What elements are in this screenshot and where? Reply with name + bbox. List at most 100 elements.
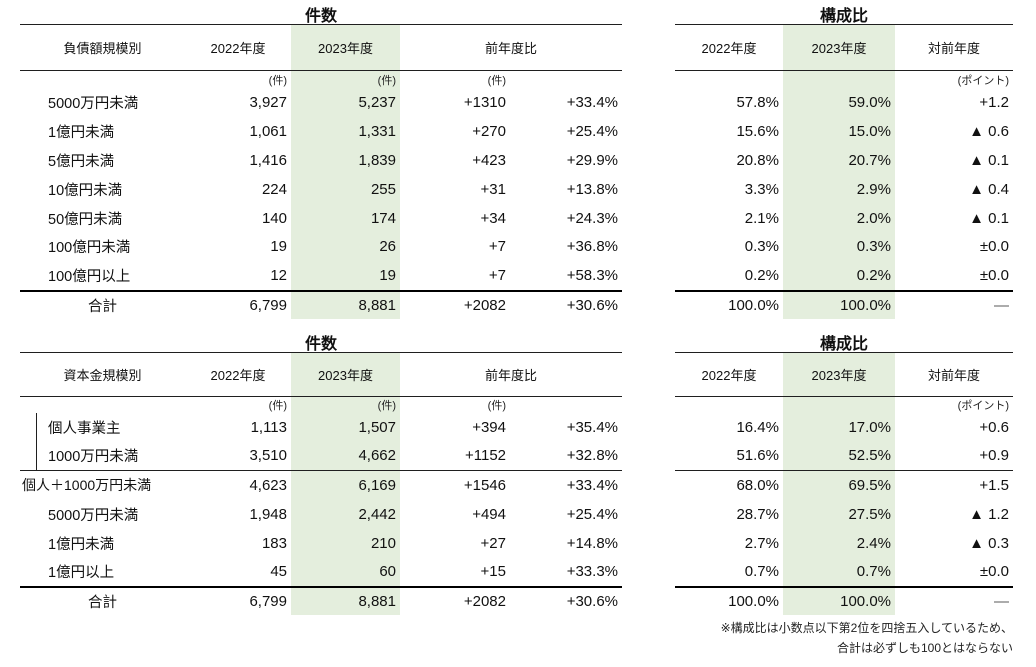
value-pct: +30.6% (510, 290, 622, 319)
capital-counts-table: 資本金規模別 2022年度 2023年度 前年度比 (件) (件) (件) 個人事業主 1,11… (20, 352, 622, 616)
unit-spacer (783, 397, 895, 413)
value-2023: 210 (291, 528, 400, 558)
value-2022: 1,948 (249, 505, 287, 523)
value-2023: 17.0% (783, 413, 895, 442)
value-delta: ±0.0 (979, 267, 1009, 285)
value-2023: 100.0% (783, 586, 895, 616)
row-label: 個人＋1000万円未満 (22, 477, 152, 494)
value-2022: 224 (261, 180, 287, 198)
value-2022: 6,799 (185, 586, 291, 615)
value-2023: 174 (291, 203, 400, 233)
unit-spacer (783, 71, 895, 88)
value-pct: +24.3% (566, 209, 618, 227)
value-2022: 0.7% (744, 563, 779, 581)
year-2022-header: 2022年度 (675, 353, 783, 397)
value-2023: 255 (291, 174, 400, 204)
row-label: 50億円未満 (48, 211, 123, 228)
row-label: 100億円未満 (48, 240, 131, 257)
value-2022: 20.8% (736, 151, 779, 169)
row-label: 1億円未満 (48, 536, 115, 553)
value-2022: 140 (261, 209, 287, 227)
year-2023-header: 2023年度 (291, 353, 400, 397)
value-2022: 12 (270, 267, 287, 285)
value-2022: 100.0% (675, 586, 783, 615)
value-delta: ▲ 0.1 (969, 209, 1009, 227)
value-2022: 68.0% (736, 476, 779, 494)
value-pct: +33.4% (566, 476, 618, 494)
value-2023: 15.0% (783, 116, 895, 146)
value-2022: 3,927 (249, 93, 287, 111)
value-diff: +31 (480, 180, 506, 198)
change-header: 対前年度 (895, 353, 1013, 397)
debt-ratio-table: 2022年度 2023年度 対前年度 (ポイント) 57.8% 59.0% +1.2 15.6… (675, 24, 1013, 320)
value-2023: 27.5% (783, 499, 895, 529)
value-2023: 19 (291, 261, 400, 291)
value-delta: ▲ 0.4 (969, 180, 1009, 198)
unit-label: (ポイント) (957, 74, 1009, 87)
capital-ratio-title: 構成比 (819, 336, 868, 353)
value-2022: 28.7% (736, 505, 779, 523)
value-2022: 3.3% (744, 180, 779, 198)
footnote-line-2: 合計は必ずしも100とはならない (836, 641, 1013, 656)
value-delta: +1.2 (979, 93, 1009, 111)
row-label: 100億円以上 (48, 269, 131, 286)
row-label: 1000万円未満 (20, 442, 185, 471)
value-2022: 4,623 (249, 476, 287, 494)
change-header: 対前年度 (895, 25, 1013, 71)
subgroup-bracket (36, 413, 46, 471)
row-label-header: 資本金規模別 (20, 353, 185, 397)
row-label: 個人事業主 (48, 420, 121, 437)
value-2022: 16.4% (736, 418, 779, 436)
value-delta: ▲ 0.1 (969, 151, 1009, 169)
value-2022: 100.0% (675, 290, 783, 319)
value-delta: — (895, 290, 1013, 319)
value-2023: 1,839 (291, 145, 400, 175)
value-2023: 60 (291, 557, 400, 587)
value-pct: +25.4% (566, 122, 618, 140)
row-label: 合計 (20, 290, 185, 319)
value-pct: +25.4% (566, 505, 618, 523)
value-diff: +2082 (400, 586, 510, 615)
value-diff: +27 (480, 534, 506, 552)
value-2023: 2,442 (291, 499, 400, 529)
value-2023: 2.0% (783, 203, 895, 233)
value-delta: ▲ 1.2 (969, 505, 1009, 523)
unit-label: (ポイント) (957, 400, 1009, 412)
change-header: 前年度比 (400, 353, 622, 397)
value-2022: 3,510 (185, 442, 291, 471)
value-2023: 52.5% (783, 441, 895, 471)
value-2022: 2.7% (744, 534, 779, 552)
value-diff: +1310 (463, 93, 506, 111)
debt-counts-title: 件数 (304, 8, 337, 25)
value-pct: +29.9% (566, 151, 618, 169)
value-2022: 183 (261, 534, 287, 552)
value-delta: ▲ 0.6 (969, 122, 1009, 140)
value-pct: +13.8% (566, 180, 618, 198)
year-2022-header: 2022年度 (675, 25, 783, 71)
change-header: 前年度比 (400, 25, 622, 71)
capital-ratio-table: 2022年度 2023年度 対前年度 (ポイント) 16.4% 17.0% +0.6 51.6… (675, 352, 1013, 616)
value-2023: 59.0% (783, 88, 895, 117)
row-label: 合計 (20, 586, 185, 615)
footnote-line-1: ※構成比は小数点以下第2位を四捨五入しているため、 (720, 621, 1013, 635)
value-delta: ▲ 0.3 (969, 534, 1009, 552)
year-2022-header: 2022年度 (185, 25, 291, 71)
value-diff: +1152 (400, 442, 510, 471)
value-2023: 0.3% (783, 232, 895, 262)
value-pct: +14.8% (566, 534, 618, 552)
value-2022: 1,113 (250, 418, 287, 436)
value-2022: 15.6% (736, 122, 779, 140)
value-diff: +1546 (463, 476, 506, 494)
capital-counts-title: 件数 (304, 336, 337, 353)
row-label: 5000万円未満 (48, 95, 139, 112)
value-pct: +58.3% (566, 267, 618, 285)
value-2023: 6,169 (291, 470, 400, 500)
unit-label: (件) (291, 71, 400, 88)
value-2023: 69.5% (783, 470, 895, 500)
value-2022: 1,061 (249, 122, 287, 140)
value-delta: — (895, 586, 1013, 615)
row-label-header: 負債額規模別 (20, 25, 185, 71)
year-2022-header: 2022年度 (185, 353, 291, 397)
value-2023: 0.7% (783, 557, 895, 587)
